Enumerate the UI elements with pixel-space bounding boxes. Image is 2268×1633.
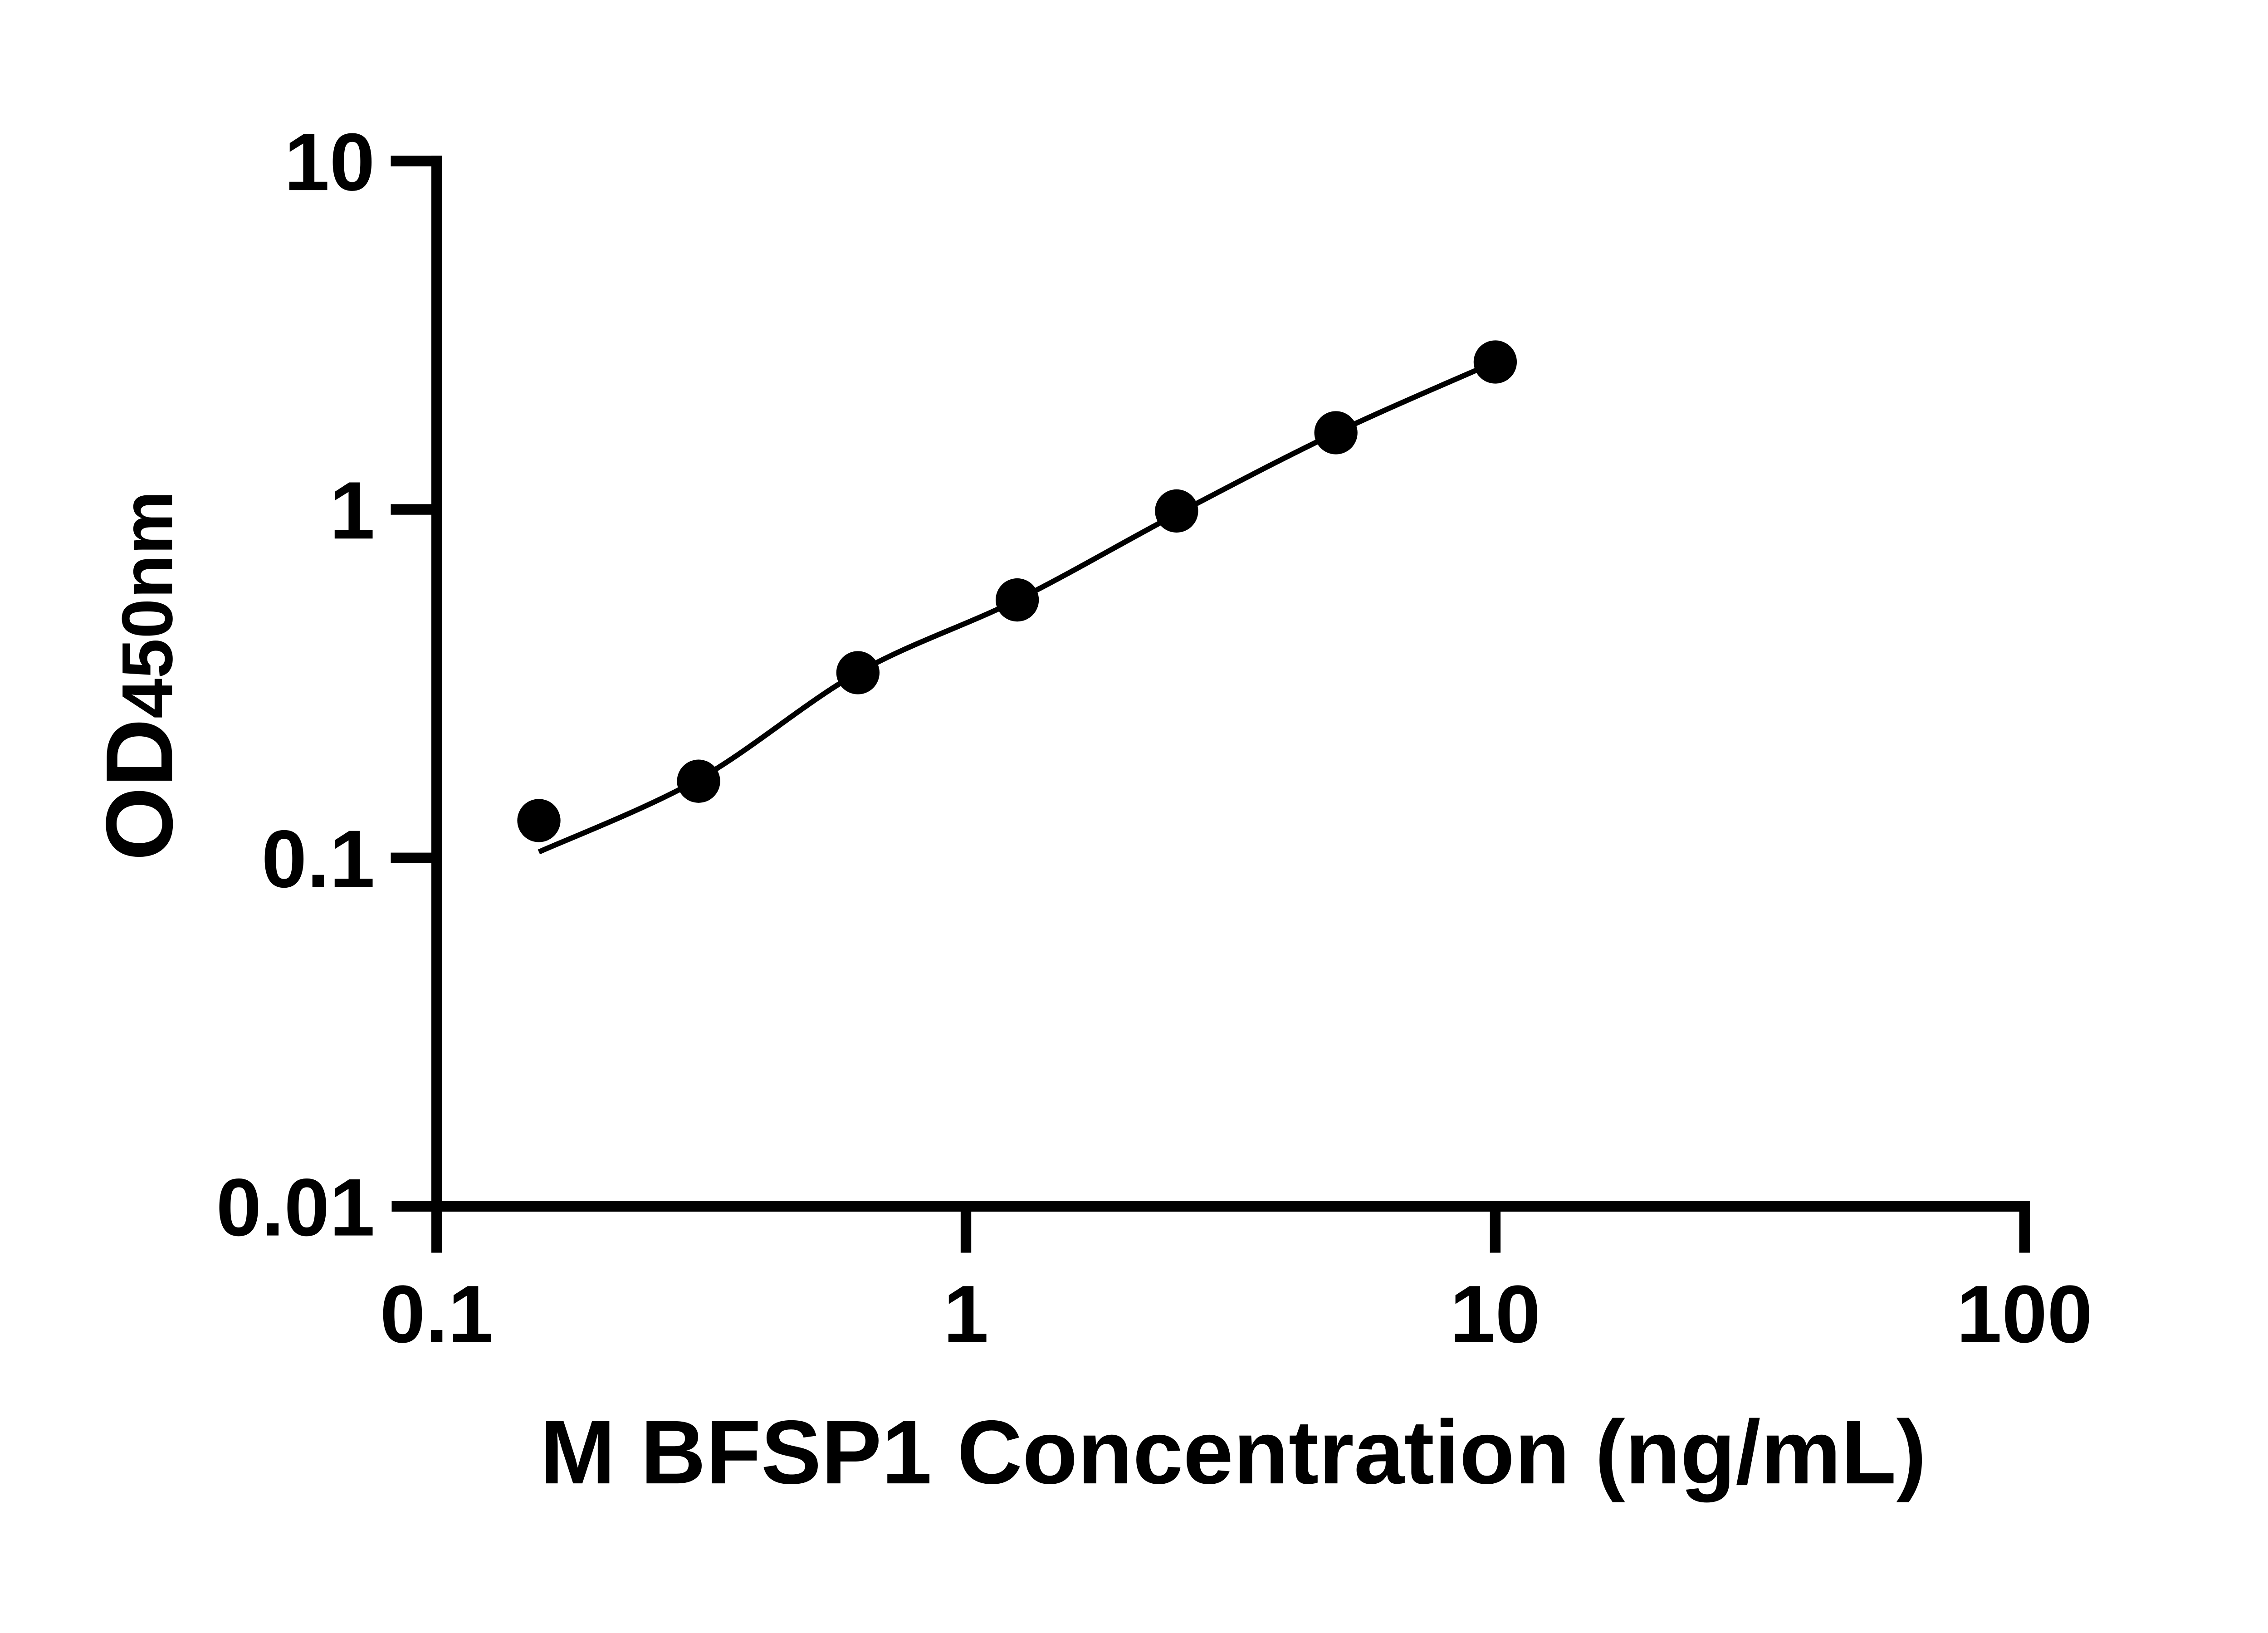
- x-tick-label: 10: [1450, 1269, 1540, 1360]
- data-point-2.5ng-ml: [1155, 489, 1198, 533]
- y-tick-label: 10: [284, 117, 375, 208]
- y-tick-label: 0.01: [216, 1162, 375, 1253]
- y-tick-label: 1: [329, 465, 375, 556]
- data-point-5ng-ml: [1314, 411, 1358, 455]
- data-point-0.625ng-ml: [836, 651, 880, 694]
- data-point-0.156ng-ml: [517, 799, 561, 842]
- x-axis-title: M BFSP1 Concentration (ng/mL): [540, 1402, 1926, 1503]
- x-tick-label: 0.1: [380, 1269, 494, 1360]
- x-tick-label: 100: [1956, 1269, 2092, 1360]
- y-axis-title-subscript: 450nm: [107, 491, 187, 719]
- y-axis-title-main: OD: [87, 719, 192, 861]
- y-axis-title: OD450nm: [87, 491, 192, 861]
- data-point-1.25ng-ml: [995, 578, 1039, 622]
- data-point-0.3125ng-ml: [677, 759, 720, 803]
- x-tick-label: 1: [943, 1269, 988, 1360]
- data-point-10ng-ml: [1473, 340, 1517, 384]
- y-tick-label: 0.1: [261, 813, 375, 905]
- chart-figure: 0.1 1 10 100 10 1 0.1 0.01 M BFSP1 Concentration…: [87, 117, 2093, 1503]
